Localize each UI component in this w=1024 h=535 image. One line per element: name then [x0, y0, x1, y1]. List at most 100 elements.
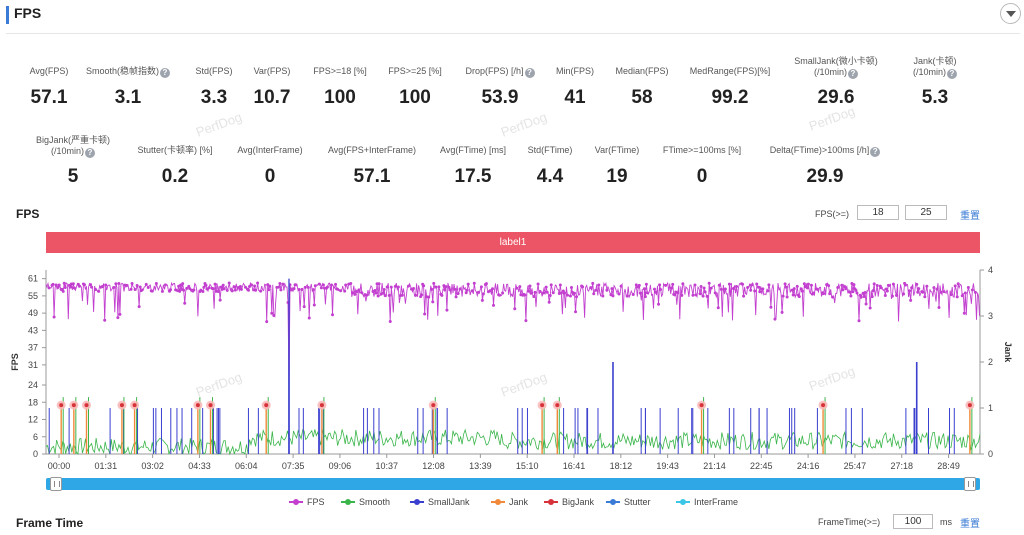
fps-point: [387, 293, 391, 297]
fps-point: [349, 282, 353, 286]
bigjank-marker: [71, 403, 76, 408]
fps-point: [800, 289, 804, 293]
question-icon[interactable]: ?: [85, 148, 95, 158]
fps-point: [432, 281, 436, 285]
fps-threshold-input-2[interactable]: [905, 205, 947, 220]
question-icon[interactable]: ?: [160, 68, 170, 78]
fps-point: [294, 283, 298, 287]
metric-label: FPS>=25 [%]: [355, 66, 475, 77]
metric-label-text: Jank(卡顿): [913, 56, 957, 66]
metric-label-text: FTime>=100ms [%]: [662, 145, 742, 155]
metric-label: Smooth(稳帧指数)?: [68, 66, 188, 78]
fps-point: [802, 282, 806, 286]
legend-item[interactable]: Smooth: [341, 497, 390, 507]
fps-point: [427, 295, 431, 299]
fps-point: [465, 288, 469, 292]
fps-point: [735, 285, 739, 289]
fps-point: [731, 286, 735, 290]
fps-point: [221, 283, 225, 287]
watermark: PerfDog: [193, 109, 244, 140]
fps-point: [562, 291, 566, 295]
time-range-slider[interactable]: [46, 478, 980, 490]
legend-swatch: [544, 499, 558, 505]
fps-point: [406, 284, 410, 288]
fps-point: [490, 287, 494, 291]
slider-handle-left[interactable]: [50, 477, 62, 491]
question-icon[interactable]: ?: [848, 69, 858, 79]
fps-point: [761, 287, 765, 291]
fps-point: [466, 282, 470, 286]
fps-point: [218, 298, 222, 302]
slider-handle-right[interactable]: [964, 477, 976, 491]
fps-point: [581, 285, 585, 289]
collapse-button[interactable]: [1000, 3, 1021, 24]
fps-point: [727, 282, 731, 286]
legend-item[interactable]: BigJank: [544, 497, 594, 507]
bigjank-marker: [132, 403, 137, 408]
fps-point: [939, 290, 943, 294]
fps-point: [605, 288, 609, 292]
fps-point: [942, 290, 946, 294]
fps-threshold-input-1[interactable]: [857, 205, 899, 220]
metric-value: 29.6: [817, 87, 855, 108]
legend-item[interactable]: InterFrame: [676, 497, 738, 507]
fps-point: [445, 308, 449, 312]
fps-point: [448, 288, 452, 292]
metric-value: 58: [631, 87, 653, 108]
fps-point: [103, 318, 107, 322]
fps-point: [430, 287, 434, 291]
fps-point: [864, 302, 868, 306]
frametime-threshold-input[interactable]: [893, 514, 933, 529]
fps-point: [188, 287, 192, 291]
fps-point: [848, 290, 852, 294]
fps-point: [133, 288, 137, 292]
question-icon[interactable]: ?: [870, 147, 881, 157]
metric-label-text: Stutter(卡顿率) [%]: [137, 145, 213, 155]
fps-point: [277, 285, 281, 289]
fps-point: [746, 286, 750, 290]
fps-point: [498, 293, 502, 297]
legend-item[interactable]: Stutter: [606, 497, 651, 507]
fps-point: [501, 291, 505, 295]
fps-point: [61, 289, 65, 293]
bigjank-marker: [821, 403, 826, 408]
fps-chart-title: FPS: [16, 207, 40, 221]
frametime-reset-link[interactable]: 重置: [960, 519, 980, 530]
frametime-unit: ms: [940, 517, 952, 527]
fps-point: [625, 294, 629, 298]
fps-point: [211, 287, 215, 291]
fps-reset-link[interactable]: 重置: [960, 211, 980, 222]
legend-item[interactable]: SmallJank: [410, 497, 470, 507]
fps-point: [709, 286, 713, 290]
metric-label: Jank(卡顿) (/10min)?: [875, 56, 995, 79]
legend-item[interactable]: Jank: [491, 497, 528, 507]
fps-point: [248, 285, 252, 289]
fps-point: [72, 286, 76, 290]
legend-label: SmallJank: [428, 497, 470, 507]
fps-point: [619, 284, 623, 288]
legend-swatch: [341, 499, 355, 505]
fps-point: [431, 300, 435, 304]
metric-value: 100: [399, 87, 431, 108]
fps-point: [412, 287, 416, 291]
fps-point: [447, 285, 451, 289]
fps-point: [879, 286, 883, 290]
legend-item[interactable]: FPS: [289, 497, 325, 507]
fps-point: [676, 291, 680, 295]
fps-point: [664, 283, 668, 287]
y2-tick-label: 4: [988, 265, 993, 275]
metric-label: Avg(InterFrame): [210, 145, 330, 156]
fps-point: [694, 293, 698, 297]
question-icon[interactable]: ?: [947, 69, 957, 79]
legend-label: BigJank: [562, 497, 595, 507]
fps-point: [77, 284, 81, 288]
fps-point: [443, 288, 447, 292]
question-icon[interactable]: ?: [524, 68, 535, 78]
fps-point: [278, 281, 282, 285]
metric-value: 53.9: [481, 87, 519, 108]
fps-point: [422, 284, 426, 288]
fps-point: [192, 288, 196, 292]
frame-time-title: Frame Time: [16, 516, 84, 530]
fps-point: [233, 288, 237, 292]
